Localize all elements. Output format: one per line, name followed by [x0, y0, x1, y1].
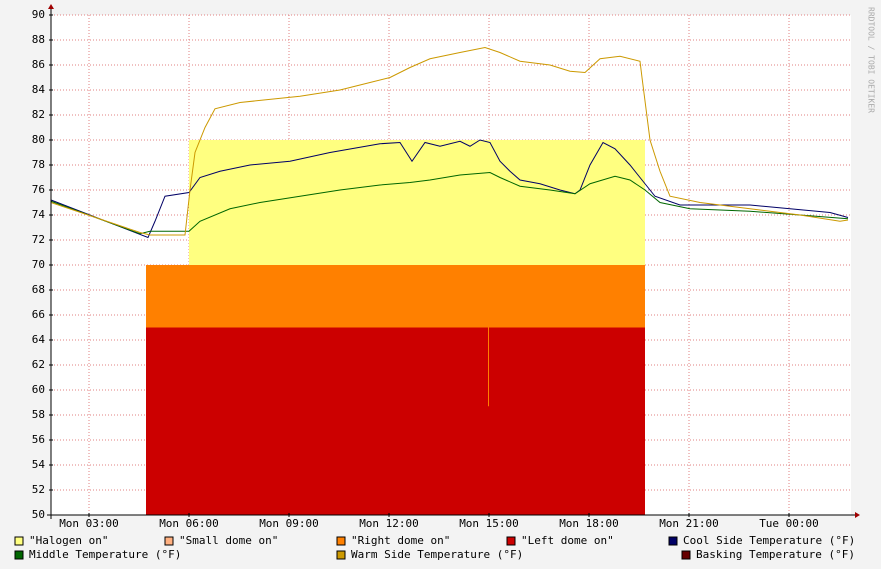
line — [50, 46, 849, 236]
y-tick-label: 50 — [32, 508, 45, 521]
legend-swatch — [14, 550, 24, 560]
y-tick-label: 56 — [32, 433, 45, 446]
y-tick-label: 86 — [32, 58, 45, 71]
legend-label: Middle Temperature (°F) — [29, 548, 181, 561]
x-tick-label: Mon 09:00 — [259, 517, 319, 530]
y-tick-label: 72 — [32, 233, 45, 246]
y-tick-label: 74 — [32, 208, 46, 221]
arrow — [48, 4, 54, 9]
y-tick-label: 64 — [32, 333, 46, 346]
y-tick-label: 62 — [32, 358, 45, 371]
legend-label: "Right dome on" — [351, 534, 450, 547]
legend-label: Warm Side Temperature (°F) — [351, 548, 523, 561]
legend-swatch — [506, 536, 516, 546]
line — [50, 171, 849, 235]
x-tick-label: Mon 06:00 — [159, 517, 219, 530]
legend-swatch — [336, 536, 346, 546]
y-tick-label: 66 — [32, 308, 45, 321]
legend-label: Cool Side Temperature (°F) — [683, 534, 855, 547]
legend-label: "Halogen on" — [29, 534, 108, 547]
x-tick-label: Tue 00:00 — [759, 517, 819, 530]
legend-label: Basking Temperature (°F) — [696, 548, 855, 561]
y-tick-label: 52 — [32, 483, 45, 496]
legend-swatch — [14, 536, 24, 546]
y-tick-label: 60 — [32, 383, 45, 396]
y-tick-label: 54 — [32, 458, 46, 471]
x-tick-label: Mon 18:00 — [559, 517, 619, 530]
y-tick-label: 68 — [32, 283, 45, 296]
legend-swatch — [164, 536, 174, 546]
area — [146, 327, 645, 515]
arrow — [855, 512, 860, 518]
side-text: RRDTOOL / TOBI OETIKER — [867, 7, 876, 113]
legend-label: "Left dome on" — [521, 534, 614, 547]
x-tick-label: Mon 15:00 — [459, 517, 519, 530]
y-tick-label: 80 — [32, 133, 45, 146]
x-tick-label: Mon 03:00 — [59, 517, 119, 530]
legend-swatch — [681, 550, 691, 560]
line — [50, 139, 849, 239]
y-tick-label: 70 — [32, 258, 45, 271]
y-tick-label: 82 — [32, 108, 45, 121]
y-tick-label: 90 — [32, 8, 45, 21]
y-tick-label: 88 — [32, 33, 45, 46]
legend-label: "Small dome on" — [179, 534, 278, 547]
legend-swatch — [336, 550, 346, 560]
y-tick-label: 76 — [32, 183, 45, 196]
x-tick-label: Mon 21:00 — [659, 517, 719, 530]
legend-swatch — [668, 536, 678, 546]
y-tick-label: 58 — [32, 408, 45, 421]
y-tick-label: 78 — [32, 158, 45, 171]
x-tick-label: Mon 12:00 — [359, 517, 419, 530]
y-tick-label: 84 — [32, 83, 46, 96]
